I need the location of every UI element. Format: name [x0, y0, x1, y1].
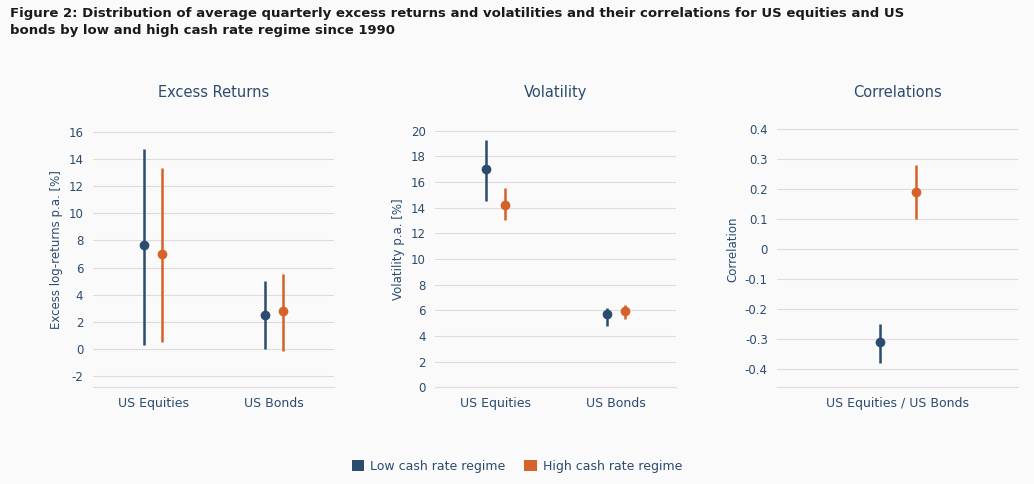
Title: Excess Returns: Excess Returns [158, 86, 269, 101]
Title: Correlations: Correlations [854, 86, 942, 101]
Text: Figure 2: Distribution of average quarterly excess returns and volatilities and : Figure 2: Distribution of average quarte… [10, 7, 905, 37]
Y-axis label: Volatility p.a. [%]: Volatility p.a. [%] [392, 198, 405, 300]
Title: Volatility: Volatility [524, 86, 587, 101]
Y-axis label: Excess log-returns p.a. [%]: Excess log-returns p.a. [%] [50, 170, 63, 329]
Y-axis label: Correlation: Correlation [726, 216, 739, 282]
Legend: Low cash rate regime, High cash rate regime: Low cash rate regime, High cash rate reg… [346, 455, 688, 478]
